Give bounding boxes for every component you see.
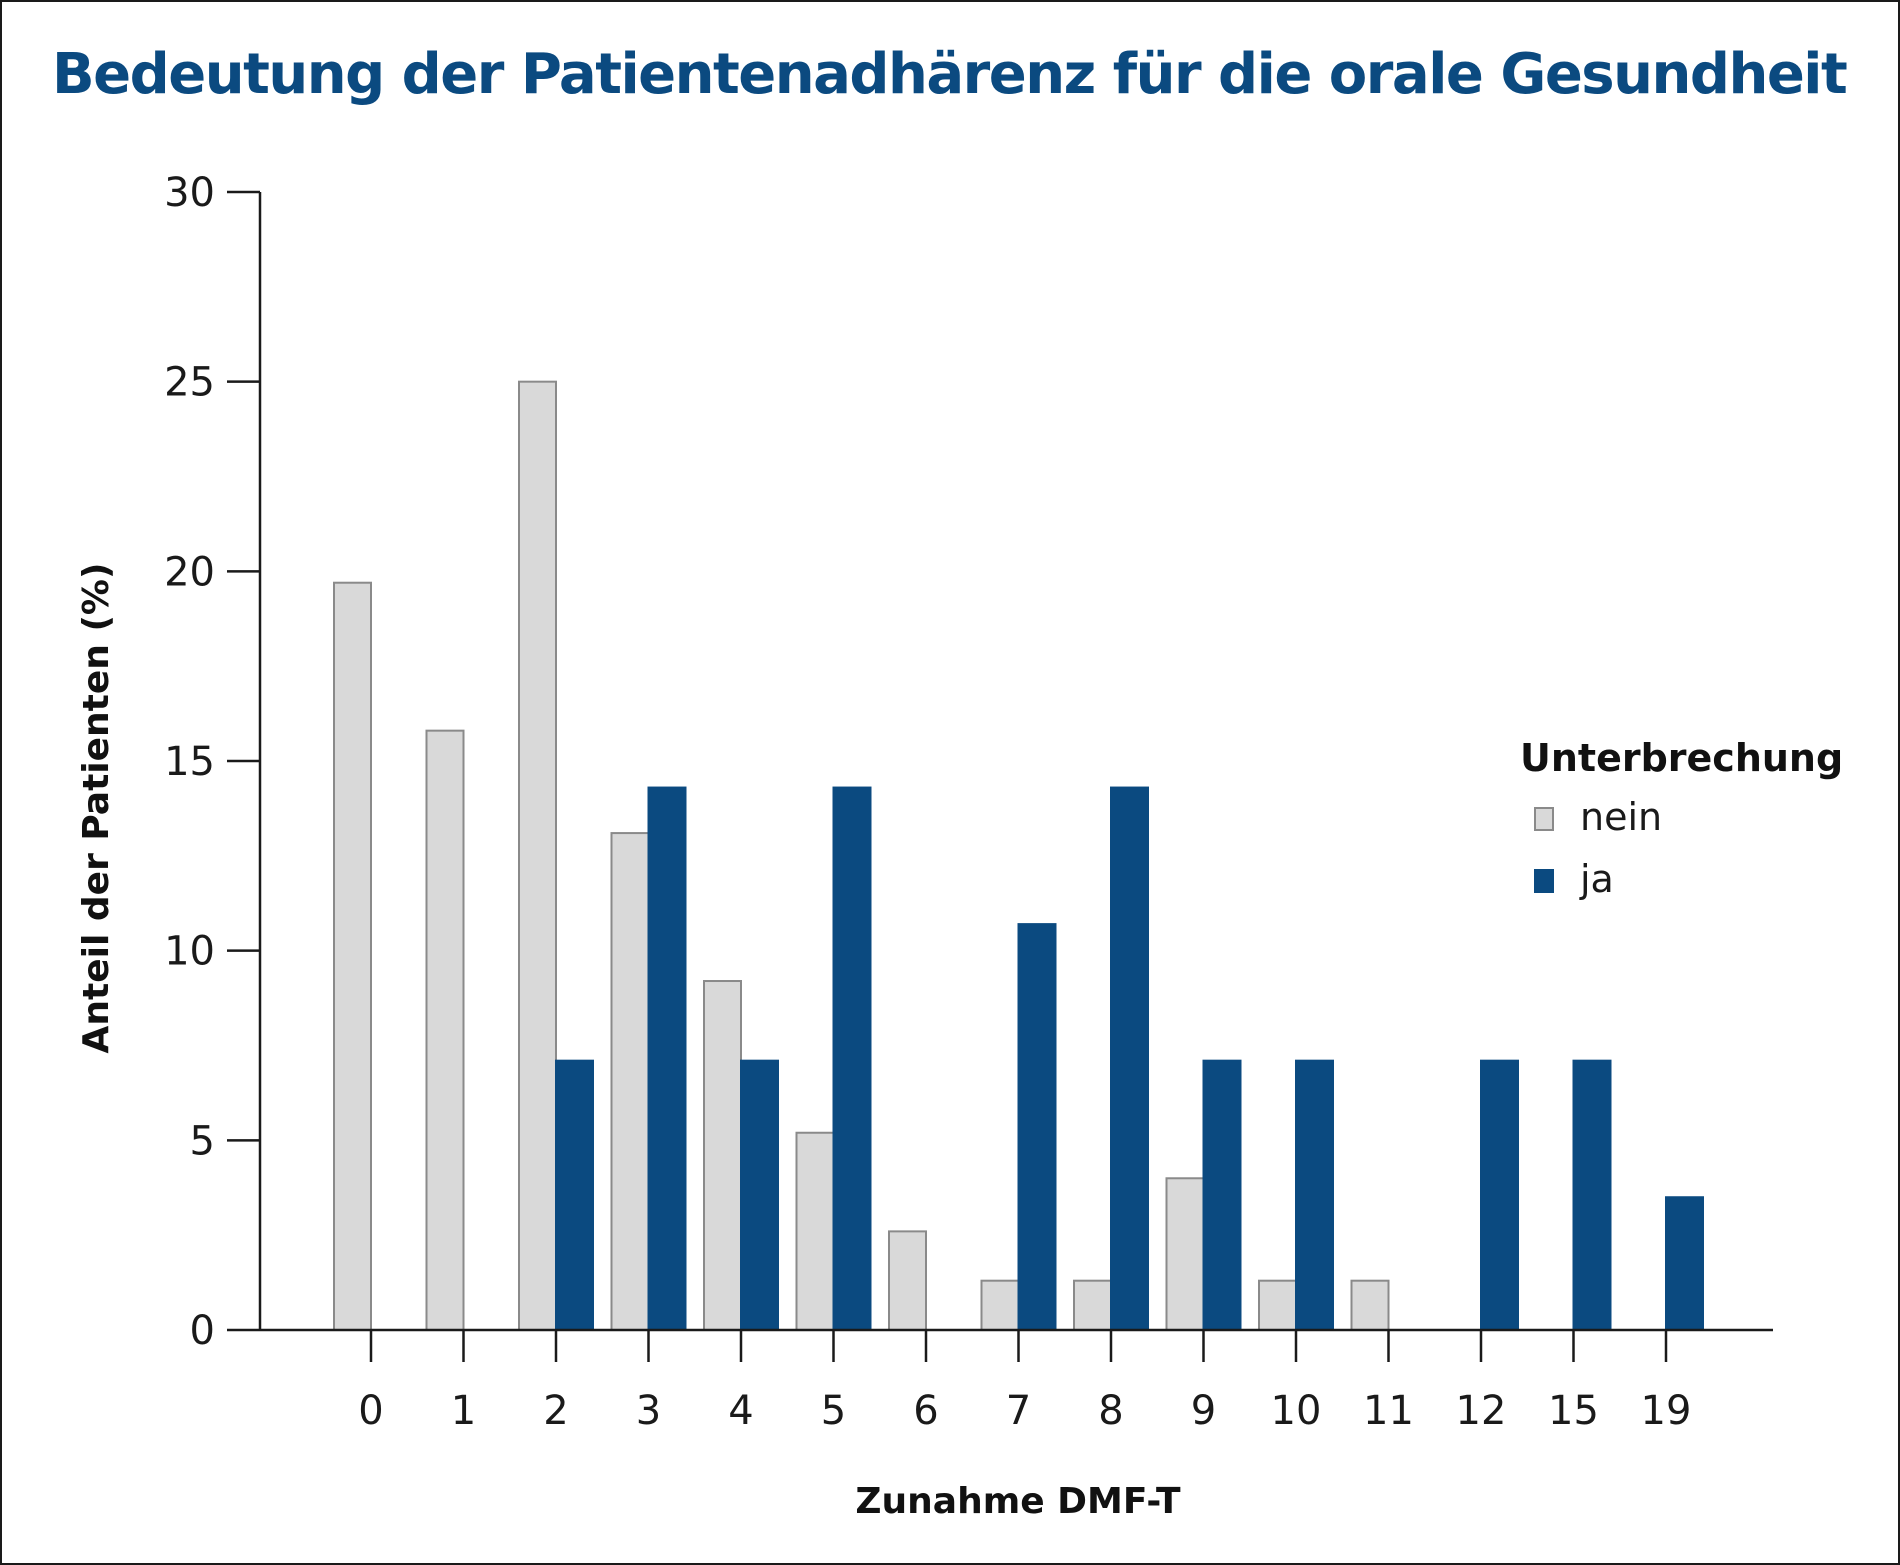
bar-nein-0 bbox=[333, 581, 372, 1331]
bar-nein-9 bbox=[1165, 1177, 1205, 1332]
x-tick-label-7: 7 bbox=[1006, 1388, 1031, 1434]
bar-ja-15 bbox=[1572, 1059, 1612, 1331]
x-tick-label-5: 5 bbox=[821, 1388, 846, 1434]
legend-swatch-nein bbox=[1534, 807, 1554, 831]
bar-ja-10 bbox=[1295, 1059, 1334, 1331]
bar-nein-5 bbox=[795, 1131, 835, 1332]
bar-nein-7 bbox=[980, 1279, 1020, 1331]
x-tick-label-4: 4 bbox=[728, 1388, 753, 1434]
x-axis-title: Zunahme DMF-T bbox=[855, 1481, 1181, 1522]
y-tick-label-25: 25 bbox=[164, 360, 215, 406]
bar-ja-9 bbox=[1202, 1059, 1242, 1331]
chart-title: Bedeutung der Patientenadhärenz für die … bbox=[52, 42, 1848, 107]
x-tick-label-3: 3 bbox=[636, 1388, 661, 1434]
legend-swatch-ja bbox=[1534, 869, 1554, 893]
bar-ja-5 bbox=[832, 786, 872, 1331]
bar-ja-2 bbox=[555, 1059, 594, 1331]
x-tick-label-6: 6 bbox=[913, 1388, 938, 1434]
bar-ja-8 bbox=[1110, 786, 1149, 1331]
bar-nein-3 bbox=[610, 832, 650, 1331]
x-tick-label-2: 2 bbox=[543, 1388, 568, 1434]
y-axis-title: Anteil der Patienten (%) bbox=[76, 563, 117, 1054]
bar-ja-4 bbox=[740, 1059, 779, 1331]
y-tick-label-15: 15 bbox=[164, 739, 215, 785]
x-tick-label-9: 9 bbox=[1191, 1388, 1216, 1434]
bar-nein-1 bbox=[425, 729, 465, 1331]
bar-nein-2 bbox=[518, 380, 557, 1331]
x-tick-label-15: 15 bbox=[1548, 1388, 1599, 1434]
y-tick-label-5: 5 bbox=[190, 1118, 215, 1164]
bar-nein-10 bbox=[1258, 1279, 1297, 1331]
y-tick-label-0: 0 bbox=[190, 1308, 215, 1354]
legend-label-ja: ja bbox=[1579, 857, 1614, 901]
legend: Unterbrechung nein ja bbox=[1520, 736, 1843, 901]
bar-ja-12 bbox=[1480, 1059, 1519, 1331]
y-tick-label-30: 30 bbox=[164, 170, 215, 216]
bar-nein-8 bbox=[1073, 1279, 1112, 1331]
bar-nein-11 bbox=[1350, 1279, 1390, 1331]
bar-ja-19 bbox=[1665, 1196, 1704, 1331]
x-tick-label-19: 19 bbox=[1641, 1388, 1692, 1434]
y-tick-label-10: 10 bbox=[164, 929, 215, 975]
x-tick-label-12: 12 bbox=[1456, 1388, 1507, 1434]
legend-label-nein: nein bbox=[1580, 795, 1662, 839]
legend-title: Unterbrechung bbox=[1520, 736, 1843, 780]
bars-layer bbox=[333, 380, 1704, 1332]
y-tick-label-20: 20 bbox=[164, 549, 215, 595]
bar-ja-3 bbox=[647, 786, 687, 1331]
x-tick-label-10: 10 bbox=[1271, 1388, 1322, 1434]
x-tick-label-8: 8 bbox=[1098, 1388, 1123, 1434]
x-tick-label-1: 1 bbox=[451, 1388, 476, 1434]
x-tick-label-0: 0 bbox=[358, 1388, 383, 1434]
bar-nein-4 bbox=[703, 980, 742, 1331]
bar-ja-7 bbox=[1017, 923, 1057, 1331]
x-tick-label-11: 11 bbox=[1363, 1388, 1414, 1434]
bar-nein-6 bbox=[888, 1230, 927, 1331]
